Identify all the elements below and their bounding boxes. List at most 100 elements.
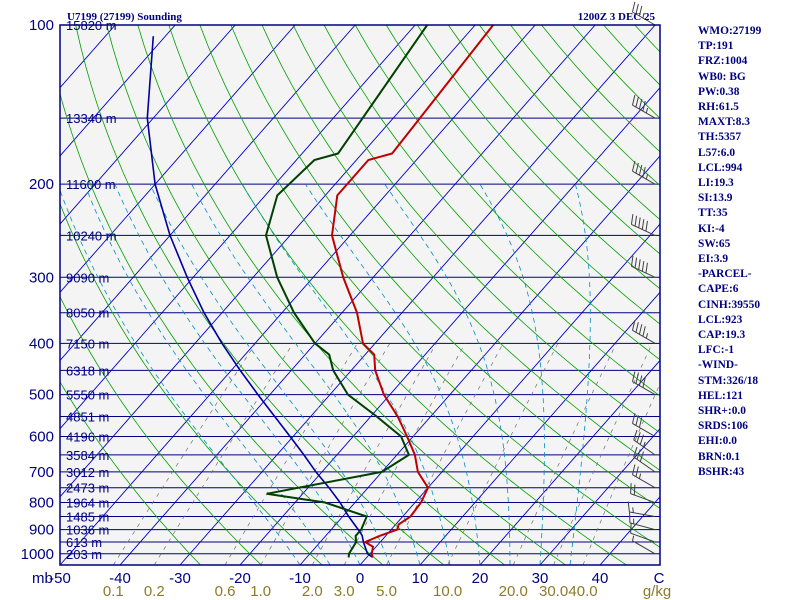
wind-barb-flag <box>642 326 646 337</box>
mixing-ratio-line <box>553 343 653 565</box>
temperature-tick-label: 20 <box>472 570 489 587</box>
index-item: HEL:121 <box>698 389 743 402</box>
index-item: TT:35 <box>698 207 728 220</box>
pressure-tick-label: 1000 <box>21 546 54 563</box>
height-label: 2473 m <box>66 481 109 496</box>
wind-barb-flag <box>635 162 639 174</box>
dry-adiabat <box>60 202 323 565</box>
mixing-ratio-tick-label: 10.0 <box>433 583 462 600</box>
moist-adiabat <box>114 184 361 565</box>
mixing-ratio-line <box>386 343 504 565</box>
pressure-tick-label: 800 <box>29 495 54 512</box>
height-label: 11600 m <box>66 177 116 192</box>
wind-barb-flag <box>641 260 645 272</box>
wind-barb <box>631 371 656 396</box>
height-labels: 15820 m 13340 m 11600 m 10240 m 9090 m 8050 m… <box>66 18 117 562</box>
index-item: LCL:994 <box>698 161 743 174</box>
wind-barb-flag <box>635 322 639 333</box>
mixing-ratio-tick-label: 1.0 <box>250 583 271 600</box>
mixing-ratio-tick-label: 20.0 <box>499 583 528 600</box>
wind-barb <box>631 94 656 119</box>
wind-barb-flag <box>635 96 639 108</box>
isotherm <box>479 359 660 565</box>
wind-barb-flag <box>633 429 638 441</box>
wind-barb-flag <box>627 501 630 513</box>
wind-barb-staff <box>632 11 656 26</box>
moist-adiabat <box>191 184 421 565</box>
chart-title-station: U7199 (27199) Sounding <box>67 11 182 23</box>
wind-barb-flag <box>633 446 638 458</box>
wind-barb-half-flag <box>645 107 649 114</box>
wind-barb-staff <box>630 532 656 543</box>
mixing-ratio-tick-label: 0.1 <box>103 583 124 600</box>
height-label: 4196 m <box>66 429 109 444</box>
wind-barb-flag <box>630 214 634 225</box>
wind-barb-flag <box>631 413 636 424</box>
wind-barb <box>631 413 656 437</box>
temperature-tick-label: 10 <box>412 570 429 587</box>
wind-barb <box>631 320 656 344</box>
moist-adiabat <box>479 183 545 565</box>
wind-barb-flag <box>638 217 641 228</box>
wind-barb-flag <box>638 324 643 335</box>
wind-barbs <box>627 1 656 555</box>
isotherm <box>60 25 296 293</box>
temperature-tick-label: 0 <box>356 570 364 587</box>
dry-adiabat <box>137 25 566 565</box>
mixing-ratio-tick-label: 40.0 <box>568 583 597 600</box>
wind-barb-flag <box>635 466 639 477</box>
height-label: 1485 m <box>66 509 109 524</box>
mixing-ratio-line <box>311 343 437 565</box>
wind-barb-flag <box>630 522 632 534</box>
temperature-axis: mb-50 -40 -30 -20 -10 0 10 20 30 40 C <box>32 570 665 587</box>
index-item: LCL:923 <box>698 313 743 326</box>
pressure-tick-label: 900 <box>29 522 54 539</box>
mixing-ratio-tick-label: 0.6 <box>215 583 236 600</box>
wind-barb-flag <box>638 5 643 17</box>
wind-barb-staff <box>632 381 656 396</box>
wind-barb-flag <box>633 484 636 496</box>
wind-barb-staff <box>632 329 656 344</box>
mixing-ratio-tick-label: 5.0 <box>376 583 397 600</box>
wind-barb-flag <box>641 219 645 230</box>
pressure-tick-label: 400 <box>29 335 54 352</box>
index-item: CAP:19.3 <box>698 329 746 342</box>
dry-adiabat <box>447 25 660 255</box>
dry-adiabat <box>292 25 660 434</box>
wind-barb-staff <box>632 170 656 185</box>
isotherm <box>60 25 536 565</box>
temperature-tick-label: 40 <box>592 570 609 587</box>
isotherm <box>60 25 416 430</box>
moist-adiabat <box>84 184 331 565</box>
index-item: -WIND- <box>698 359 738 372</box>
parcel-path-line <box>146 36 374 559</box>
index-item: EHI:0.0 <box>698 435 737 448</box>
wind-barb <box>629 512 656 531</box>
wind-barb-half-flag <box>631 535 635 541</box>
index-item: KI:-4 <box>698 222 725 235</box>
pressure-unit-label: mb <box>32 570 53 587</box>
pressure-tick-label: 300 <box>29 269 54 286</box>
wind-barb-flag <box>638 259 641 270</box>
height-label: 6318 m <box>66 363 109 378</box>
dry-adiabat <box>230 25 660 509</box>
wind-barb-half-flag <box>642 12 645 19</box>
dry-adiabat <box>60 381 201 565</box>
wind-barb <box>633 446 656 473</box>
mixing-ratio-unit-label: g/kg <box>643 583 671 600</box>
index-item: L57:6.0 <box>698 146 736 159</box>
isotherm <box>60 25 236 225</box>
wind-barb <box>627 501 656 517</box>
temperature-tick-label: 30 <box>532 570 549 587</box>
wind-barb-staff <box>629 522 656 531</box>
height-label: 13340 m <box>66 111 117 126</box>
pressure-tick-label: 200 <box>29 176 54 193</box>
height-label: 8050 m <box>66 306 109 321</box>
wind-barb <box>631 464 656 489</box>
wind-barb-flag <box>634 257 638 269</box>
dry-adiabat <box>385 25 660 325</box>
height-label: 613 m <box>66 535 102 550</box>
index-item: RH:61.5 <box>698 101 739 114</box>
isotherm <box>419 291 660 565</box>
moist-adiabat <box>384 183 511 565</box>
